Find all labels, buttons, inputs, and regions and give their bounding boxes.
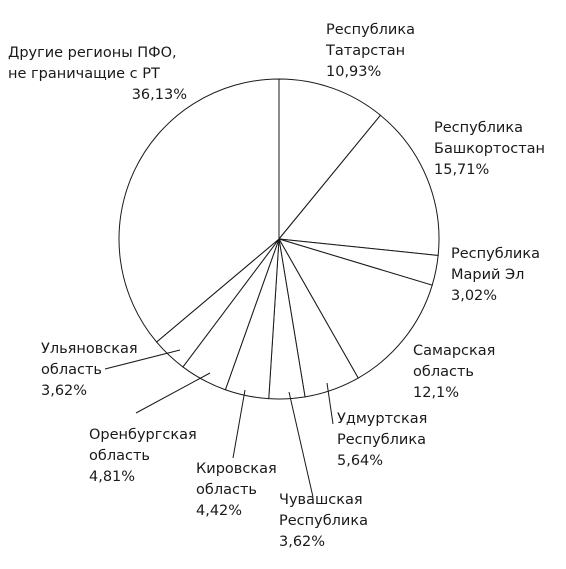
slice-name-label: Удмуртская bbox=[337, 411, 427, 427]
slice-name-label: Самарская bbox=[413, 343, 495, 359]
leader-line bbox=[326, 382, 334, 425]
leader-lines bbox=[104, 349, 334, 498]
pie-slice bbox=[278, 78, 382, 241]
slice-value-label: 15,71% bbox=[434, 162, 489, 178]
slice-value-label: 4,81% bbox=[89, 469, 135, 485]
slice-name-label: Республика bbox=[451, 246, 540, 262]
slice-name-label: область bbox=[89, 448, 150, 464]
slice-name-label: Марий Эл bbox=[451, 267, 524, 283]
pie-slice bbox=[118, 78, 280, 343]
slice-name-label: Чувашская bbox=[279, 492, 363, 508]
leader-line bbox=[135, 372, 211, 414]
slice-name-label: область bbox=[196, 482, 257, 498]
slice-name-label: Республика bbox=[434, 120, 523, 136]
slice-name-label: Республика bbox=[326, 22, 415, 38]
pie-slice bbox=[277, 238, 433, 379]
leader-line bbox=[104, 349, 181, 370]
pie-slice bbox=[278, 114, 440, 257]
slice-name-label: Кировская bbox=[196, 461, 277, 477]
slice-name-label: Республика bbox=[279, 513, 368, 529]
slice-name-label: область bbox=[41, 362, 102, 378]
slice-value-label: 3,62% bbox=[279, 534, 325, 550]
leader-line bbox=[232, 389, 246, 459]
slice-value-label: 3,62% bbox=[41, 383, 87, 399]
slice-value-label: 36,13% bbox=[132, 87, 187, 103]
slice-name-label: не граничащие с РТ bbox=[8, 66, 160, 82]
slice-value-label: 3,02% bbox=[451, 288, 497, 304]
pie-slices bbox=[118, 78, 440, 400]
slice-labels: Республика Татарстан 10,93% Республика Башко… bbox=[8, 22, 545, 550]
slice-value-label: 5,64% bbox=[337, 453, 383, 469]
slice-name-label: Татарстан bbox=[325, 43, 405, 59]
slice-name-label: область bbox=[413, 364, 474, 380]
slice-value-label: 12,1% bbox=[413, 385, 459, 401]
slice-name-label: Ульяновская bbox=[41, 341, 138, 357]
leader-line bbox=[288, 391, 314, 498]
slice-name-label: Башкортостан bbox=[434, 141, 545, 157]
slice-name-label: Другие регионы ПФО, bbox=[8, 45, 177, 61]
slice-name-label: Республика bbox=[337, 432, 426, 448]
slice-value-label: 4,42% bbox=[196, 503, 242, 519]
slice-value-label: 10,93% bbox=[326, 64, 381, 80]
slice-name-label: Оренбургская bbox=[89, 427, 197, 443]
